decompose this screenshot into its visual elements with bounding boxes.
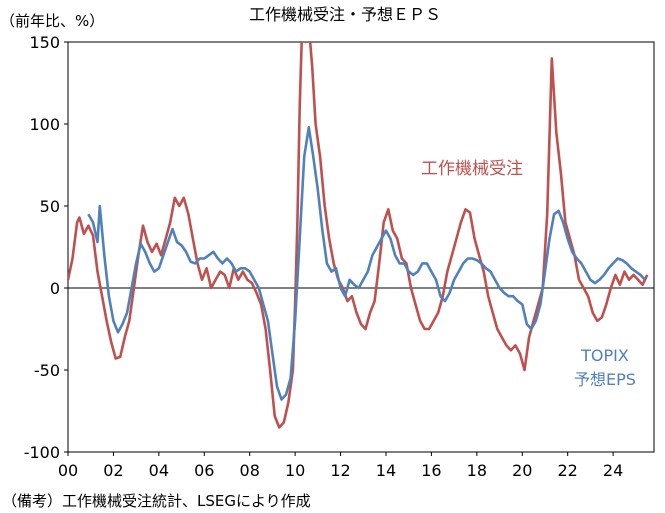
x-tick-label: 14 [376, 461, 396, 480]
chart-title: 工作機械受注・予想ＥＰＳ [249, 5, 441, 24]
y-tick-label: 100 [29, 115, 60, 134]
series-line-topix-eps [87, 126, 646, 401]
y-tick-label: -50 [34, 361, 60, 380]
x-tick-label: 02 [103, 461, 123, 480]
x-tick-label: 20 [512, 461, 532, 480]
series-layer [68, 42, 649, 429]
x-tick-label: 08 [240, 461, 260, 480]
x-tick-label: 12 [330, 461, 350, 480]
source-note: （備考）工作機械受注統計、LSEGにより作成 [2, 492, 311, 510]
y-tick-label: 50 [40, 197, 60, 216]
plot-frame [67, 41, 655, 453]
x-tick-label: 24 [603, 461, 623, 480]
y-tick-label: 0 [50, 279, 60, 298]
x-axis-ticks: 00 02 04 06 08 10 12 14 16 18 20 22 24 [58, 452, 623, 480]
series-line-machine-tool-orders [68, 42, 649, 429]
y-axis-ticks: -100 -50 0 50 100 150 [24, 33, 68, 462]
x-tick-label: 22 [558, 461, 578, 480]
x-tick-label: 06 [194, 461, 214, 480]
x-tick-label: 16 [421, 461, 441, 480]
y-tick-label: -100 [24, 443, 60, 462]
series-label-machine-tool-orders: 工作機械受注 [421, 159, 523, 179]
x-tick-label: 00 [58, 461, 78, 480]
series-label-topix-eps: TOPIX 予想EPS [574, 346, 636, 389]
y-axis-unit-label: （前年比、%） [0, 12, 104, 30]
x-tick-label: 04 [149, 461, 169, 480]
x-tick-label: 18 [467, 461, 487, 480]
y-tick-label: 150 [29, 33, 60, 52]
x-tick-label: 10 [285, 461, 305, 480]
